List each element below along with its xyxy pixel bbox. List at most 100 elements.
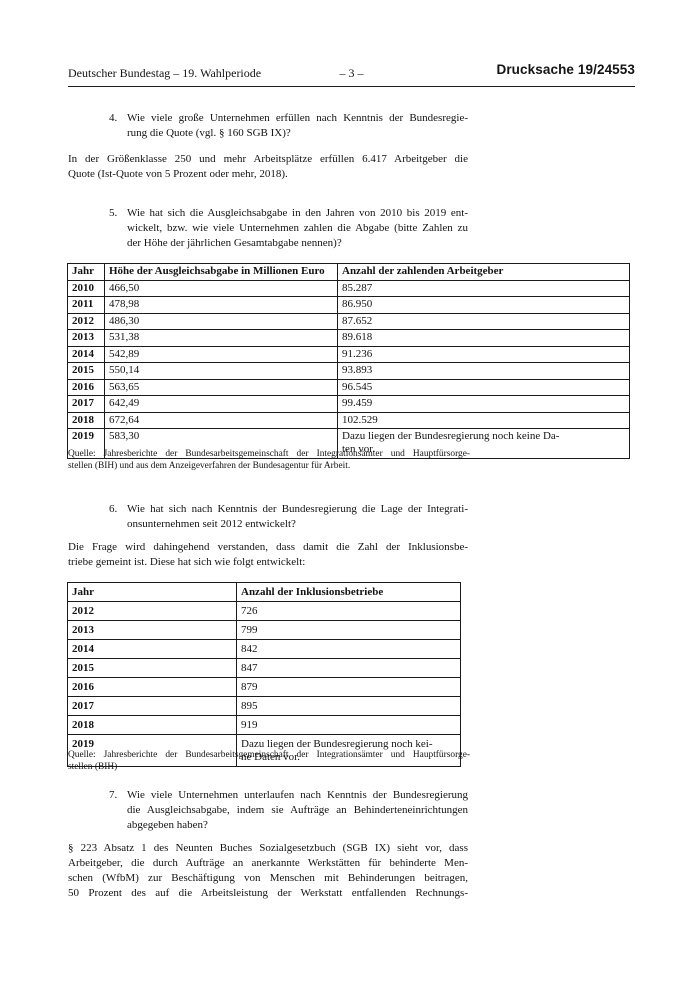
text-line: Dazu liegen der Bundesregierung noch kei… <box>241 737 433 750</box>
table-cell: 2015 <box>67 362 105 380</box>
text-line: ne Daten vor. <box>241 750 300 763</box>
question-6: 6. Wie hat sich nach Kenntnis der Bundes… <box>109 502 468 532</box>
table-row: 2013 531,38 89.618 <box>67 329 630 347</box>
column-header: Jahr <box>67 263 105 281</box>
page-header: Deutscher Bundestag – 19. Wahlperiode – … <box>68 62 635 84</box>
source-note-1-text: Quelle: Jahresberichte der Bundesarbeits… <box>68 449 470 472</box>
question-4: 4. Wie viele große Unternehmen erfüllen … <box>109 111 468 141</box>
table-cell: 466,50 <box>104 279 338 297</box>
text-line: Arbeitgeber, die durch Aufträge an anerk… <box>68 857 468 869</box>
table-cell: 2013 <box>67 329 105 347</box>
table-cell: 2012 <box>67 601 237 621</box>
table-cell: 2019 <box>67 428 105 459</box>
text-line: Die Frage wird dahingehend verstanden, d… <box>68 541 468 553</box>
page-number: – 3 – <box>339 66 364 80</box>
text-line: Quelle: Jahresberichte der Bundesarbeits… <box>68 750 470 760</box>
table-cell: 2016 <box>67 677 237 697</box>
table-row: 2017 642,49 99.459 <box>67 395 630 413</box>
table-row: 2015 847 <box>67 658 461 678</box>
table-cell: 478,98 <box>104 296 338 314</box>
text-line: abgegeben haben? <box>127 819 208 831</box>
question-7-number: 7. <box>109 789 118 801</box>
table-cell: 87.652 <box>337 312 630 330</box>
question-5-number: 5. <box>109 207 118 219</box>
table-cell: 583,30 <box>104 428 338 459</box>
text-line: In der Größenklasse 250 und mehr Arbeits… <box>68 153 468 165</box>
table-cell: Dazu liegen der Bundesregierung noch kei… <box>337 428 630 459</box>
drucksache-label: Drucksache <box>496 62 575 77</box>
answer-4-text: In der Größenklasse 250 und mehr Arbeits… <box>68 152 468 182</box>
table-row: 2010 466,50 85.287 <box>67 279 630 297</box>
question-7-text: Wie viele Unternehmen unterlaufen nach K… <box>127 788 468 833</box>
table-cell: 2010 <box>67 279 105 297</box>
table-cell: 2013 <box>67 620 237 640</box>
text-line: triebe gemeint ist. Diese hat sich wie f… <box>68 556 306 568</box>
question-4-text: Wie viele große Unternehmen erfüllen nac… <box>127 111 468 141</box>
table-header-row: Jahr Anzahl der Inklusionsbetriebe <box>67 582 461 602</box>
table-cell: 2018 <box>67 411 105 429</box>
table-cell: 550,14 <box>104 362 338 380</box>
text-line: der Höhe der jährlichen Gesamtabgabe nen… <box>127 237 342 249</box>
table-cell: 89.618 <box>337 329 630 347</box>
text-line: schen (WfbM) zur Beschäftigung von Mensc… <box>68 872 468 884</box>
header-rule <box>68 86 635 87</box>
table-cell: 842 <box>236 639 461 659</box>
table-cell: 799 <box>236 620 461 640</box>
table-cell: 85.287 <box>337 279 630 297</box>
table-cell: 2014 <box>67 345 105 363</box>
source-note-1: Quelle: Jahresberichte der Bundesarbeits… <box>68 449 470 472</box>
header-left: Deutscher Bundestag – 19. Wahlperiode <box>68 66 262 80</box>
table-row: 2014 542,89 91.236 <box>67 345 630 363</box>
table-cell: 542,89 <box>104 345 338 363</box>
text-line: rung die Quote (vgl. § 160 SGB IX)? <box>127 127 291 139</box>
table-cell: 2012 <box>67 312 105 330</box>
header-drucksache: Drucksache 19/24553 <box>496 62 635 77</box>
text-line: stellen (BIH) und aus dem Anzeigeverfahr… <box>68 460 351 471</box>
table-cell: 2017 <box>67 395 105 413</box>
text-line: die Ausgleichsabgabe, indem sie Aufträge… <box>127 804 468 816</box>
table-cell: 2018 <box>67 715 237 735</box>
table-row: 2012 726 <box>67 601 461 621</box>
table-cell: Dazu liegen der Bundesregierung noch kei… <box>236 734 461 767</box>
table-cell: 2011 <box>67 296 105 314</box>
drucksache-number: 19/24553 <box>577 62 635 77</box>
table-cell: 86.950 <box>337 296 630 314</box>
table-cell: 895 <box>236 696 461 716</box>
table-cell: 672,64 <box>104 411 338 429</box>
text-line: Quelle: Jahresberichte der Bundesarbeits… <box>68 449 470 459</box>
table-cell: 2017 <box>67 696 237 716</box>
table-row: 2016 563,65 96.545 <box>67 378 630 396</box>
answer-6: Die Frage wird dahingehend verstanden, d… <box>68 540 468 570</box>
table-row: 2016 879 <box>67 677 461 697</box>
table-cell: 93.893 <box>337 362 630 380</box>
text-line: Quote (Ist-Quote von 5 Prozent oder mehr… <box>68 168 288 180</box>
table-cell: 531,38 <box>104 329 338 347</box>
column-header: Höhe der Ausgleichsabgabe in Millionen E… <box>104 263 338 281</box>
text-line: § 223 Absatz 1 des Neunten Buches Sozial… <box>68 842 468 854</box>
source-note-2-text: Quelle: Jahresberichte der Bundesarbeits… <box>68 750 470 773</box>
table-row: 2019 Dazu liegen der Bundesregierung noch… <box>67 734 461 767</box>
table-row: 2018 672,64 102.529 <box>67 411 630 429</box>
column-header: Anzahl der Inklusionsbetriebe <box>236 582 461 602</box>
table-cell: 2015 <box>67 658 237 678</box>
table-cell: 563,65 <box>104 378 338 396</box>
answer-7: § 223 Absatz 1 des Neunten Buches Sozial… <box>68 841 468 901</box>
text-line: Wie hat sich die Ausgleichsabgabe in den… <box>127 207 468 219</box>
question-4-number: 4. <box>109 112 118 124</box>
table-cell: 2019 <box>67 734 237 767</box>
table-cell: 2016 <box>67 378 105 396</box>
text-line: onsunternehmen seit 2012 entwickelt? <box>127 518 296 530</box>
answer-6-text: Die Frage wird dahingehend verstanden, d… <box>68 540 468 570</box>
ausgleichsabgabe-table: Jahr Höhe der Ausgleichsabgabe in Million… <box>67 263 630 459</box>
question-6-number: 6. <box>109 503 118 515</box>
answer-7-text: § 223 Absatz 1 des Neunten Buches Sozial… <box>68 841 468 901</box>
column-header: Anzahl der zahlenden Arbeitgeber <box>337 263 630 281</box>
table-cell: 96.545 <box>337 378 630 396</box>
inklusionsbetriebe-table: Jahr Anzahl der Inklusionsbetriebe 2012 726… <box>67 582 461 767</box>
text-line: wickelt, bzw. wie viele Unternehmen zahl… <box>127 222 468 234</box>
table-row: 2012 486,30 87.652 <box>67 312 630 330</box>
question-5-text: Wie hat sich die Ausgleichsabgabe in den… <box>127 206 468 251</box>
question-6-text: Wie hat sich nach Kenntnis der Bundesreg… <box>127 502 468 532</box>
table-cell: 919 <box>236 715 461 735</box>
